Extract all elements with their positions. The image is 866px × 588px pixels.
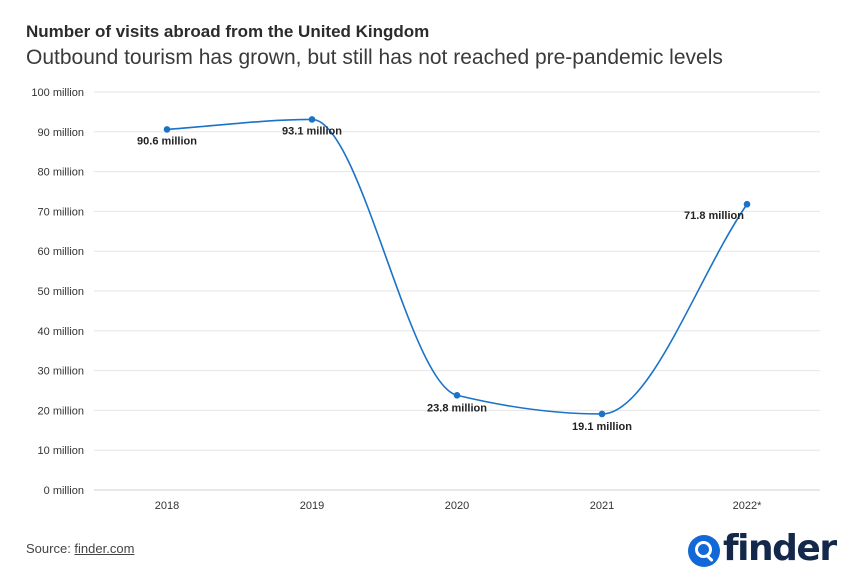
- data-point: [743, 200, 751, 208]
- y-tick-label: 40 million: [38, 326, 84, 338]
- y-tick-label: 30 million: [38, 366, 84, 378]
- magnifier-icon: [688, 535, 720, 567]
- source-link[interactable]: finder.com: [74, 541, 135, 556]
- x-tick-label: 2021: [590, 500, 614, 512]
- y-tick-label: 10 million: [38, 445, 84, 457]
- y-tick-label: 50 million: [38, 286, 84, 298]
- finder-logo: finder: [688, 528, 837, 570]
- data-label: 19.1 million: [572, 421, 632, 433]
- x-tick-label: 2022*: [733, 500, 762, 512]
- x-tick-label: 2018: [155, 500, 179, 512]
- x-tick-label: 2020: [445, 500, 469, 512]
- y-tick-label: 20 million: [38, 405, 84, 417]
- y-tick-label: 0 million: [44, 485, 84, 497]
- logo-wordmark: finder: [723, 528, 837, 569]
- y-tick-label: 80 million: [38, 167, 84, 179]
- x-tick-label: 2019: [300, 500, 324, 512]
- y-tick-label: 90 million: [38, 127, 84, 139]
- y-tick-label: 100 million: [31, 87, 84, 99]
- data-point: [163, 126, 171, 133]
- y-tick-label: 70 million: [38, 206, 84, 218]
- data-point: [598, 410, 606, 418]
- data-label: 23.8 million: [427, 402, 487, 414]
- chart-subtitle: Outbound tourism has grown, but still ha…: [26, 46, 723, 69]
- data-label: 93.1 million: [282, 125, 342, 137]
- source-note: Source: finder.com: [26, 541, 134, 556]
- data-label: 90.6 million: [137, 135, 197, 147]
- chart-title: Number of visits abroad from the United …: [26, 22, 430, 41]
- series-line: [166, 118, 748, 415]
- data-point: [308, 116, 316, 123]
- y-tick-label: 60 million: [38, 246, 84, 258]
- source-label: Source:: [26, 541, 75, 556]
- data-label: 71.8 million: [684, 210, 744, 222]
- data-point: [453, 391, 461, 399]
